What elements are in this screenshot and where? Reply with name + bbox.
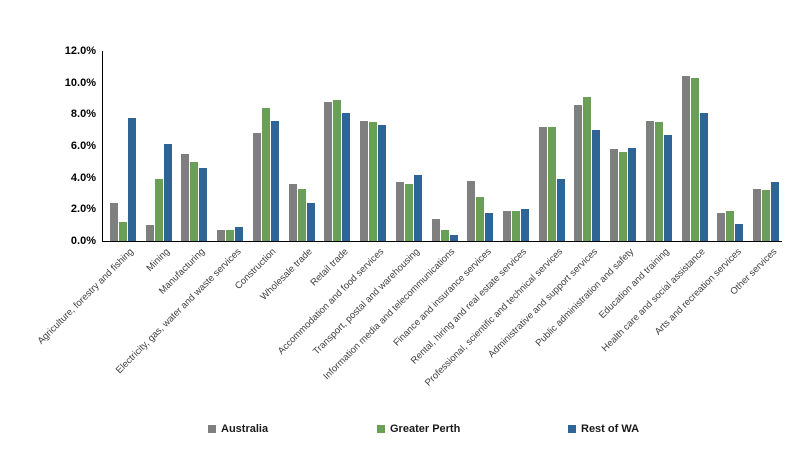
bar-australia [145, 225, 154, 241]
bar-rest-of-wa [663, 134, 672, 241]
y-tick-label: 6.0% [70, 140, 96, 152]
bar-australia [324, 101, 333, 241]
bar-rest-of-wa [628, 147, 637, 241]
bar-greater-perth [511, 210, 520, 241]
legend-swatch-icon [568, 425, 576, 433]
legend-item-australia: Australia [208, 423, 268, 435]
bar-australia [252, 133, 261, 241]
bar-rest-of-wa [735, 223, 744, 241]
bar-greater-perth [619, 152, 628, 241]
bar-rest-of-wa [699, 112, 708, 241]
bar-greater-perth [547, 127, 556, 241]
legend-swatch-icon [208, 425, 216, 433]
bar-australia [753, 188, 762, 241]
legend-swatch-icon [377, 425, 385, 433]
bar-rest-of-wa [592, 130, 601, 241]
legend-item-rest-of-wa: Rest of WA [568, 423, 639, 435]
bar-rest-of-wa [270, 120, 279, 241]
bar-greater-perth [404, 184, 413, 241]
bar-greater-perth [762, 190, 771, 241]
bar-australia [109, 203, 118, 241]
bar-rest-of-wa [449, 234, 458, 241]
bar-greater-perth [654, 122, 663, 241]
bar-australia [395, 182, 404, 241]
bar-australia [360, 120, 369, 241]
y-tick-label: 4.0% [70, 171, 96, 184]
y-tick-label: 12.0% [64, 45, 96, 57]
legend-label: Greater Perth [390, 423, 461, 435]
bar-greater-perth [440, 229, 449, 241]
category-label: Professional, scientific and technical s… [422, 246, 565, 389]
bar-rest-of-wa [378, 125, 387, 241]
bar-greater-perth [369, 122, 378, 241]
category-label: Agriculture, forestry and fishing [35, 246, 136, 347]
bar-australia [717, 212, 726, 241]
bar-rest-of-wa [520, 209, 529, 241]
bar-rest-of-wa [485, 212, 494, 241]
bar-australia [502, 210, 511, 241]
bar-greater-perth [118, 222, 127, 241]
bar-australia [538, 127, 547, 241]
bar-australia [645, 120, 654, 241]
bar-australia [431, 218, 440, 241]
bar-greater-perth [583, 96, 592, 241]
bar-australia [217, 229, 226, 241]
category-label: Mining [144, 246, 172, 274]
bar-greater-perth [154, 179, 163, 241]
bar-greater-perth [690, 77, 699, 241]
bar-rest-of-wa [199, 168, 208, 241]
y-tick-label: 8.0% [70, 108, 96, 121]
bar-rest-of-wa [163, 144, 172, 241]
bar-rest-of-wa [771, 182, 780, 241]
bar-greater-perth [226, 229, 235, 241]
bar-greater-perth [261, 108, 270, 241]
bar-rest-of-wa [413, 174, 422, 241]
y-tick-label: 0.0% [70, 235, 96, 247]
bar-rest-of-wa [342, 112, 351, 241]
y-tick-label: 10.0% [64, 76, 96, 89]
y-tick-label: 2.0% [70, 203, 96, 216]
legend-label: Australia [221, 423, 269, 435]
bar-rest-of-wa [306, 203, 315, 241]
bar-rest-of-wa [235, 226, 244, 241]
plot-area [102, 51, 782, 242]
bar-greater-perth [726, 210, 735, 241]
bar-australia [467, 180, 476, 241]
bar-australia [288, 184, 297, 241]
bar-australia [181, 153, 190, 241]
bar-greater-perth [190, 161, 199, 241]
legend-label: Rest of WA [581, 423, 640, 435]
bar-greater-perth [297, 188, 306, 241]
bar-australia [574, 104, 583, 241]
bar-rest-of-wa [556, 179, 565, 241]
bar-australia [610, 149, 619, 241]
bar-greater-perth [333, 100, 342, 241]
bar-rest-of-wa [127, 117, 136, 241]
bar-australia [681, 76, 690, 241]
category-label: Information media and telecommunications [321, 246, 458, 383]
bar-greater-perth [476, 196, 485, 241]
legend-item-greater-perth: Greater Perth [377, 423, 460, 435]
